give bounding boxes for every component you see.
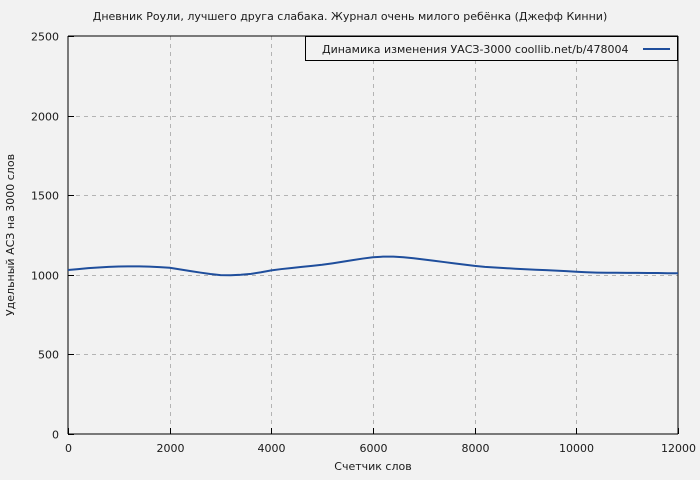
x-tick-label: 2000 xyxy=(157,442,185,455)
x-axis-ticks: 0 2000 4000 6000 8000 10000 12000 xyxy=(65,428,696,455)
x-tick-label: 4000 xyxy=(258,442,286,455)
legend-item-label: Динамика изменения УАСЗ-3000 coollib.net… xyxy=(322,43,629,56)
x-axis-label: Счетчик слов xyxy=(334,460,411,473)
legend-box xyxy=(304,35,679,62)
series-group xyxy=(67,255,678,277)
chart-title: Дневник Роули, лучшего друга слабака. Жу… xyxy=(93,10,608,23)
y-tick-label: 2000 xyxy=(31,111,59,124)
x-tick-label: 6000 xyxy=(360,442,388,455)
y-tick-label: 2500 xyxy=(31,31,59,44)
x-tick-label: 12000 xyxy=(661,442,696,455)
y-tick-label: 1000 xyxy=(31,270,59,283)
x-tick-label: 10000 xyxy=(559,442,594,455)
y-tick-label: 0 xyxy=(52,429,59,442)
y-tick-label: 1500 xyxy=(31,190,59,203)
y-axis-ticks: 0 500 1000 1500 2000 2500 xyxy=(31,31,74,442)
y-tick-label: 500 xyxy=(38,349,59,362)
x-tick-label: 8000 xyxy=(462,442,490,455)
x-gridlines xyxy=(170,36,577,434)
y-axis-label: Удельный АСЗ на 3000 слов xyxy=(4,154,17,316)
series-line-0 xyxy=(67,255,678,277)
x-tick-label: 0 xyxy=(65,442,72,455)
chart-legend: Динамика изменения УАСЗ-3000 coollib.net… xyxy=(304,35,679,62)
